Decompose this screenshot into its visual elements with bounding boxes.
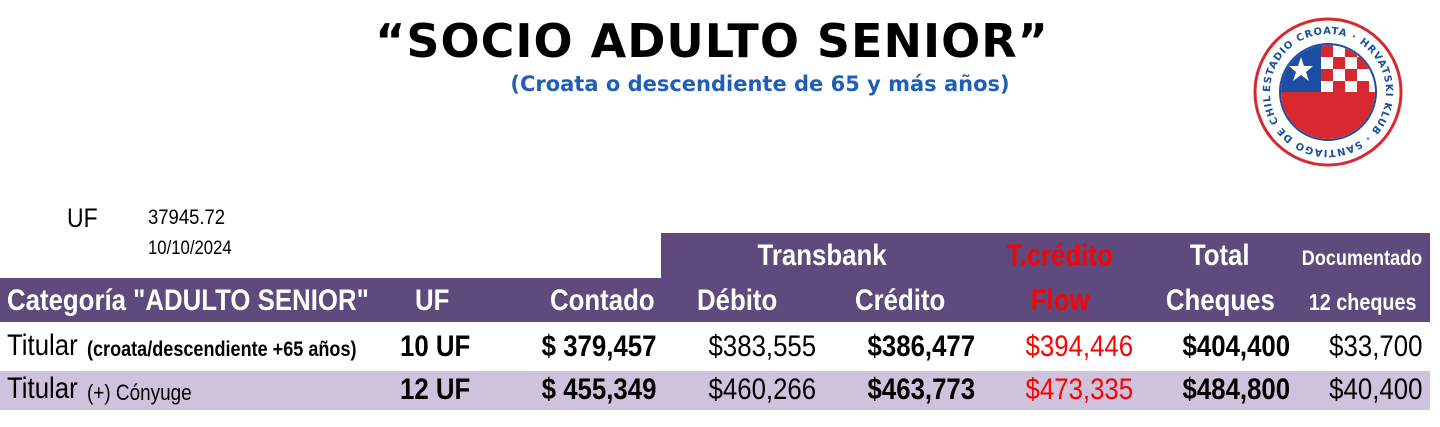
- row-detalle: (croata/descendiente +65 años): [87, 338, 357, 361]
- header-debito: Débito: [697, 284, 778, 317]
- header-contado: Contado: [550, 284, 655, 317]
- row-debito: $460,266: [708, 373, 816, 406]
- header-transbank: Transbank: [757, 239, 888, 272]
- row-credito: $386,477: [867, 330, 975, 363]
- page-subtitle: (Croata o descendiente de 65 y más años): [510, 72, 1010, 96]
- row-detalle: (+) Cónyuge: [87, 380, 192, 405]
- row-flow: $394,446: [1025, 330, 1133, 363]
- row-flow: $473,335: [1025, 373, 1133, 406]
- header-total: Total: [1190, 239, 1250, 272]
- row-contado: $ 455,349: [541, 373, 656, 406]
- header-documentado: Documentado: [1302, 247, 1423, 270]
- header-12-cheques: 12 cheques: [1308, 289, 1417, 315]
- row-documentado: $40,400: [1328, 373, 1422, 406]
- row-contado: $ 379,457: [541, 330, 656, 363]
- uf-value: 37945.72: [148, 206, 226, 229]
- uf-label: UF: [67, 203, 98, 233]
- row-titular: Titular: [7, 372, 78, 405]
- header-uf: UF: [415, 284, 450, 317]
- row-uf: 10 UF: [400, 330, 471, 363]
- row-uf: 12 UF: [400, 373, 471, 406]
- row-cheques: $404,400: [1182, 330, 1290, 363]
- row-credito: $463,773: [867, 373, 975, 406]
- header-band-top: [661, 233, 1430, 278]
- row-titular: Titular: [7, 329, 78, 362]
- page-title: “SOCIO ADULTO SENIOR”: [375, 14, 1049, 68]
- row-documentado: $33,700: [1328, 330, 1422, 363]
- header-band-main: [0, 278, 1430, 322]
- table-row: Titular (+) Cónyuge 12 UF $ 455,349 $460…: [0, 371, 1430, 410]
- row-cheques: $484,800: [1182, 373, 1290, 406]
- estadio-croata-logo: ESTADIO CROATA · HRVATSKI KLUB · SANTIAG…: [1253, 17, 1403, 167]
- uf-date: 10/10/2024: [148, 238, 232, 259]
- header-tcredito: T.crédito: [1006, 239, 1114, 272]
- header-credito: Crédito: [855, 284, 946, 317]
- row-debito: $383,555: [708, 330, 816, 363]
- header-categoria: Categoría "ADULTO SENIOR": [7, 284, 369, 317]
- header-cheques: Cheques: [1165, 284, 1275, 317]
- header-flow: Flow: [1030, 284, 1090, 317]
